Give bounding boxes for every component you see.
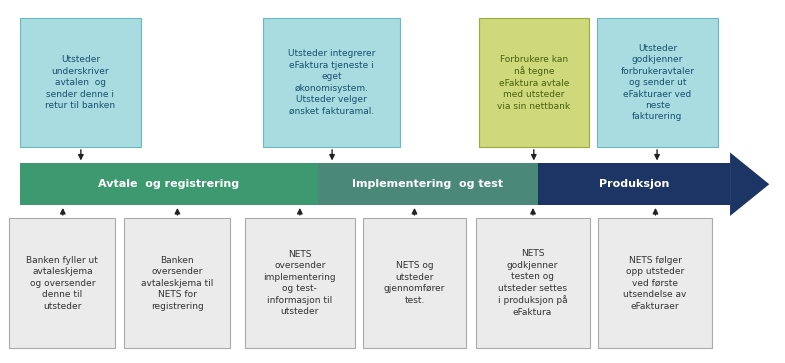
Polygon shape (730, 152, 769, 216)
Bar (318, 163, 538, 205)
Bar (20, 163, 318, 205)
Bar (20, 18, 141, 147)
Bar (597, 18, 718, 147)
Text: NETS og
utsteder
gjennomfører
test.: NETS og utsteder gjennomfører test. (384, 261, 445, 305)
Bar (263, 18, 400, 147)
Bar (9, 218, 115, 348)
Text: NETS
oversender
implementering
og test-
informasjon til
utsteder: NETS oversender implementering og test- … (264, 250, 336, 316)
Text: Utsteder
underskriver
avtalen  og
sender denne i
retur til banken: Utsteder underskriver avtalen og sender … (46, 55, 115, 110)
Text: Forbrukere kan
nå tegne
eFaktura avtale
med utsteder
via sin nettbank: Forbrukere kan nå tegne eFaktura avtale … (497, 54, 571, 111)
Text: Utsteder integrerer
eFaktura tjeneste i
eget
økonomisystem.
Utsteder velger
ønsk: Utsteder integrerer eFaktura tjeneste i … (288, 49, 375, 116)
Bar (476, 218, 590, 348)
Bar (124, 218, 230, 348)
Bar (245, 218, 355, 348)
Text: Banken fyller ut
avtaleskjema
og oversender
denne til
utsteder: Banken fyller ut avtaleskjema og oversen… (27, 256, 98, 310)
Bar (598, 218, 712, 348)
Text: Produksjon: Produksjon (599, 179, 669, 189)
Text: Implementering  og test: Implementering og test (352, 179, 503, 189)
Text: Banken
oversender
avtaleskjema til
NETS for
registrering: Banken oversender avtaleskjema til NETS … (141, 256, 214, 310)
Bar (363, 218, 466, 348)
Bar (538, 163, 730, 205)
Text: NETS følger
opp utsteder
ved første
utsendelse av
eFakturaer: NETS følger opp utsteder ved første utse… (623, 256, 687, 310)
Text: Utsteder
godkjenner
forbrukeravtaler
og sender ut
eFakturaer ved
neste
faktureri: Utsteder godkjenner forbrukeravtaler og … (620, 44, 695, 122)
Bar (479, 18, 589, 147)
Text: Avtale  og registrering: Avtale og registrering (98, 179, 239, 189)
Text: NETS
godkjenner
testen og
utsteder settes
i produksjon på
eFaktura: NETS godkjenner testen og utsteder sette… (498, 249, 568, 317)
